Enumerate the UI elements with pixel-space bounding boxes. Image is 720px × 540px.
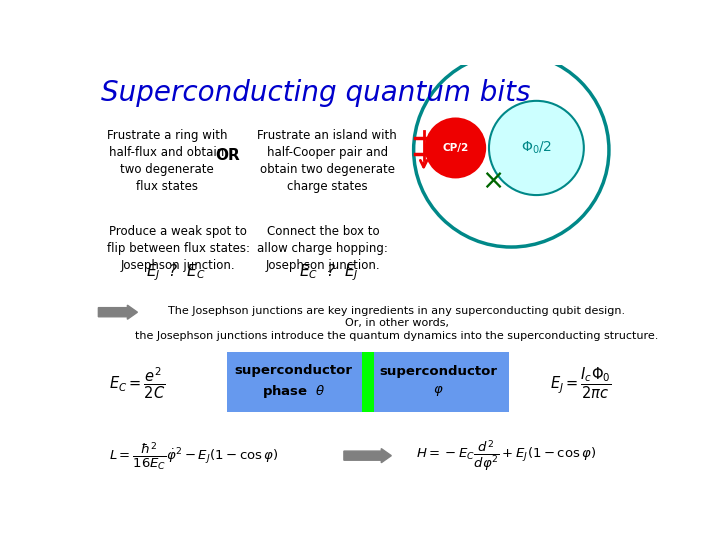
Text: Superconducting quantum bits: Superconducting quantum bits: [101, 79, 531, 107]
Text: $H = -E_C\dfrac{d^2}{d\varphi^2} + E_J\left(1-\cos\varphi\right)$: $H = -E_C\dfrac{d^2}{d\varphi^2} + E_J\l…: [415, 438, 595, 473]
Text: $L = \dfrac{\hbar^2}{16E_C}\dot{\varphi}^2 - E_J\left(1-\cos\varphi\right)$: $L = \dfrac{\hbar^2}{16E_C}\dot{\varphi}…: [109, 440, 278, 471]
Text: Frustrate an island with
half-Cooper pair and
obtain two degenerate
charge state: Frustrate an island with half-Cooper pai…: [258, 129, 397, 193]
Text: Frustrate a ring with
half-flux and obtain
two degenerate
flux states: Frustrate a ring with half-flux and obta…: [107, 129, 228, 193]
Text: superconductor
$\varphi$: superconductor $\varphi$: [379, 365, 498, 398]
Ellipse shape: [489, 101, 584, 195]
Text: Produce a weak spot to
flip between flux states:
Josephson junction.: Produce a weak spot to flip between flux…: [107, 225, 250, 272]
Text: $E_C$  ?  $E_J$: $E_C$ ? $E_J$: [300, 262, 359, 283]
Text: $E_C = \dfrac{e^2}{2C}$: $E_C = \dfrac{e^2}{2C}$: [109, 365, 166, 401]
Text: Or, in other words,: Or, in other words,: [345, 319, 449, 328]
Text: The Josephson junctions are key ingredients in any superconducting qubit design.: The Josephson junctions are key ingredie…: [168, 306, 626, 316]
Text: $E_J = \dfrac{I_c \Phi_0}{2\pi c}$: $E_J = \dfrac{I_c \Phi_0}{2\pi c}$: [550, 365, 612, 401]
Text: the Josephson junctions introduce the quantum dynamics into the superconducting : the Josephson junctions introduce the qu…: [135, 331, 659, 341]
FancyArrow shape: [99, 305, 138, 319]
Text: $E_J$  ?  $E_C$: $E_J$ ? $E_C$: [145, 262, 205, 283]
Text: $\times$: $\times$: [481, 167, 503, 195]
Text: $\Phi_0/2$: $\Phi_0/2$: [521, 140, 552, 156]
Text: Connect the box to
allow charge hopping:
Josephson junction.: Connect the box to allow charge hopping:…: [258, 225, 388, 272]
Text: OR: OR: [215, 148, 240, 163]
Ellipse shape: [425, 118, 486, 178]
Text: CP/2: CP/2: [442, 143, 469, 153]
Text: superconductor
phase  $\theta$: superconductor phase $\theta$: [235, 363, 353, 400]
Bar: [361, 352, 374, 412]
FancyArrow shape: [344, 449, 392, 463]
Bar: [227, 352, 508, 412]
